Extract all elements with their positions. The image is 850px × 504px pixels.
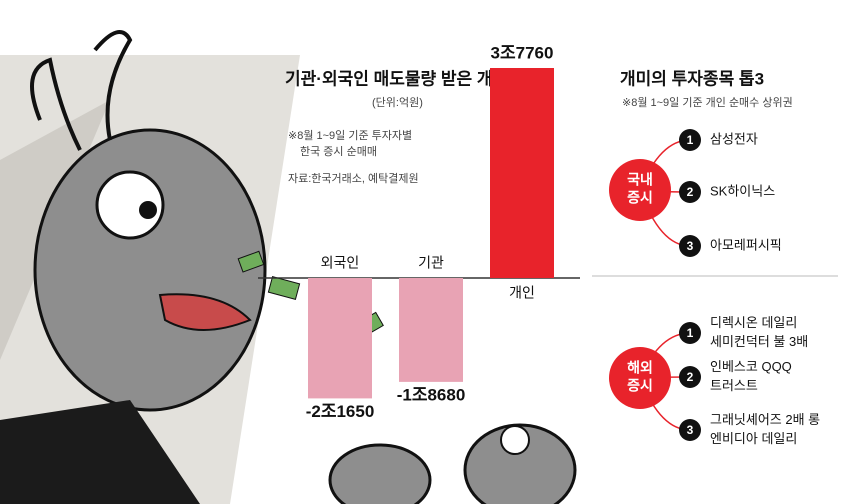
rank-number: 1 (687, 133, 694, 147)
illustration (0, 30, 577, 504)
source: 자료:한국거래소, 예탁결제원 (288, 172, 419, 185)
category-label: 기관 (418, 255, 444, 271)
item-text: 삼성전자 (710, 131, 758, 146)
group-label: 증시 (627, 378, 653, 394)
group-badge (609, 347, 671, 409)
rank-badge (679, 322, 701, 344)
rank-badge (679, 366, 701, 388)
item-text: 아모레퍼시픽 (710, 237, 782, 252)
rank-badge (679, 419, 701, 441)
rank-number: 2 (687, 370, 694, 384)
rank-number: 3 (687, 239, 694, 253)
item-text: 세미컨덕터 불 3배 (710, 334, 808, 349)
bar (490, 68, 554, 278)
category-label: 외국인 (321, 255, 360, 271)
group-badge (609, 159, 671, 221)
group-label: 국내 (627, 172, 653, 188)
category-label: 개인 (509, 285, 535, 301)
rank-badge (679, 181, 701, 203)
note-line: 한국 증시 순매매 (300, 145, 377, 158)
value-label: -1조8680 (397, 385, 466, 404)
item-text: 인베스코 QQQ (710, 359, 792, 374)
ranking-subtitle: ※8월 1~9일 기준 개인 순매수 상위권 (622, 95, 793, 109)
group-label: 증시 (627, 190, 653, 206)
rank-badge (679, 235, 701, 257)
bar (399, 278, 463, 382)
ranking-title: 개미의 투자종목 톱3 (620, 69, 764, 88)
item-text: 그래닛셰어즈 2배 롱 (710, 412, 820, 427)
item-text: SK하이닉스 (710, 183, 775, 198)
value-label: -2조1650 (306, 402, 375, 421)
rank-number: 3 (687, 423, 694, 437)
unit: (단위:억원) (372, 96, 423, 109)
chart-title: 기관·외국인 매도물량 받은 개인 (285, 69, 508, 88)
rank-number: 2 (687, 185, 694, 199)
rank-badge (679, 129, 701, 151)
item-text: 디렉시온 데일리 (710, 315, 797, 330)
bar (308, 278, 372, 399)
rank-number: 1 (687, 326, 694, 340)
group-label: 해외 (627, 360, 653, 376)
note-line: ※8월 1~9일 기준 투자자별 (288, 128, 412, 142)
item-text: 트러스트 (710, 378, 758, 393)
item-text: 엔비디아 데일리 (710, 431, 797, 446)
value-label: 3조7760 (491, 43, 554, 62)
